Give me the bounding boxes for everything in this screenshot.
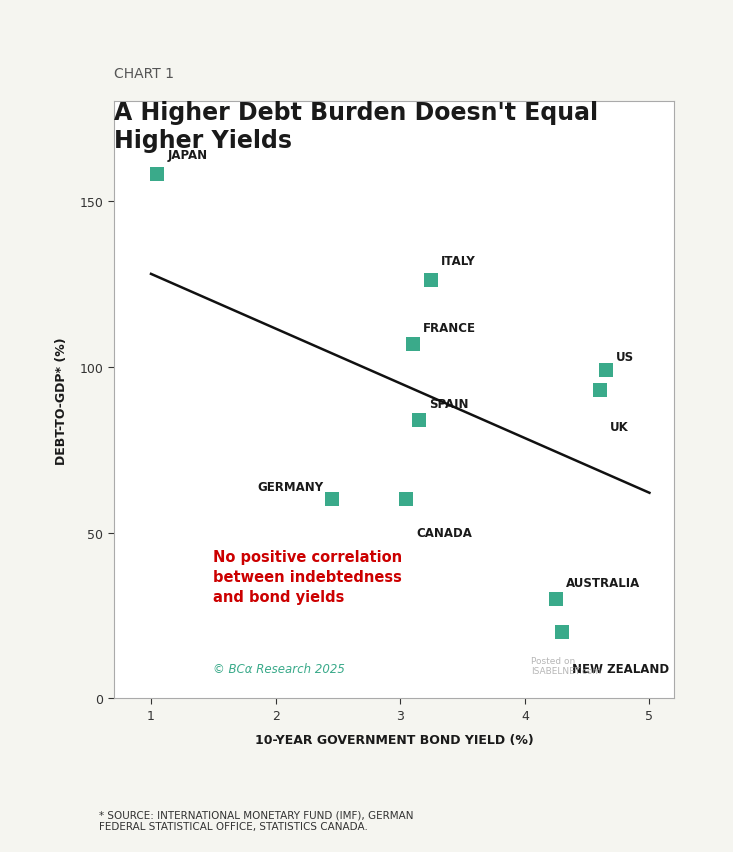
Point <box>600 364 612 377</box>
Text: CHART 1: CHART 1 <box>114 67 174 81</box>
Text: US: US <box>616 351 634 364</box>
Text: UK: UK <box>610 420 628 434</box>
Point <box>556 625 568 639</box>
Text: * SOURCE: INTERNATIONAL MONETARY FUND (IMF), GERMAN
FEDERAL STATISTICAL OFFICE, : * SOURCE: INTERNATIONAL MONETARY FUND (I… <box>99 809 413 831</box>
Point <box>594 383 605 397</box>
Point <box>425 274 437 288</box>
Text: CANADA: CANADA <box>416 527 472 539</box>
Text: Posted on
ISABELNET.com: Posted on ISABELNET.com <box>531 656 601 676</box>
Point <box>407 337 419 351</box>
Text: SPAIN: SPAIN <box>429 397 468 411</box>
Point <box>413 413 425 427</box>
Point <box>151 169 163 182</box>
Point <box>400 493 412 507</box>
Text: AUSTRALIA: AUSTRALIA <box>566 576 640 590</box>
Point <box>325 493 337 507</box>
Text: GERMANY: GERMANY <box>257 481 323 493</box>
Text: © BCα Research 2025: © BCα Research 2025 <box>213 663 345 676</box>
Y-axis label: DEBT-TO-GDP* (%): DEBT-TO-GDP* (%) <box>55 337 68 464</box>
Text: NEW ZEALAND: NEW ZEALAND <box>572 662 669 675</box>
Text: No positive correlation
between indebtedness
and bond yields: No positive correlation between indebted… <box>213 550 402 604</box>
Text: A Higher Debt Burden Doesn't Equal
Higher Yields: A Higher Debt Burden Doesn't Equal Highe… <box>114 101 597 153</box>
Point <box>550 592 562 606</box>
Text: ITALY: ITALY <box>441 255 476 268</box>
Text: JAPAN: JAPAN <box>167 149 207 162</box>
Text: FRANCE: FRANCE <box>423 321 476 334</box>
X-axis label: 10-YEAR GOVERNMENT BOND YIELD (%): 10-YEAR GOVERNMENT BOND YIELD (%) <box>254 733 534 746</box>
